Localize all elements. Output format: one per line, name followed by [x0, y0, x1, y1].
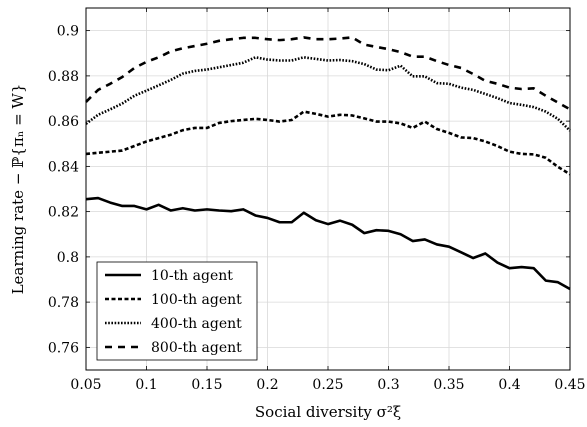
x-tick-label: 0.3	[377, 377, 399, 393]
y-tick-label: 0.8	[57, 250, 79, 266]
x-axis-label-text: Social diversity σ²ξ	[255, 403, 401, 421]
legend: 10-th agent 100-th agent 400-th agent 800-t…	[96, 261, 258, 361]
x-tick-label: 0.2	[256, 377, 278, 393]
series-line-2	[85, 110, 571, 176]
y-tick-label: 0.78	[48, 295, 79, 311]
series-line-4	[85, 36, 571, 111]
x-tick-label: 0.35	[433, 377, 464, 393]
y-axis-label-text: Learning rate − ℙ{πₙ = W}	[9, 84, 27, 295]
x-tick-label: 0.4	[498, 377, 520, 393]
series-lines	[85, 36, 571, 291]
series-line-1	[85, 196, 571, 291]
y-tick-label: 0.76	[48, 340, 79, 356]
y-tick-label: 0.82	[48, 205, 79, 221]
series-line-3	[85, 56, 571, 132]
y-tick-label: 0.88	[48, 69, 79, 85]
y-tick-label: 0.86	[48, 114, 79, 130]
legend-box	[96, 261, 258, 361]
legend-label-1: 10-th agent	[151, 268, 233, 284]
x-tick-label: 0.45	[554, 377, 585, 393]
x-tick-label: 0.15	[191, 377, 222, 393]
legend-label-4: 800-th agent	[151, 340, 242, 356]
x-tick-label: 0.05	[70, 377, 101, 393]
y-tick-label: 0.9	[57, 24, 79, 40]
x-axis-ticks: 0.05 0.1 0.15 0.2 0.25 0.3 0.35 0.4 0.45	[70, 8, 586, 393]
legend-label-2: 100-th agent	[151, 292, 242, 308]
y-axis-label: Learning rate − ℙ{πₙ = W}	[9, 84, 27, 295]
y-axis-ticks: 0.76 0.78 0.8 0.82 0.84 0.86 0.88 0.9	[48, 24, 570, 356]
legend-label-3: 400-th agent	[151, 316, 242, 332]
x-axis-label: Social diversity σ²ξ	[255, 403, 401, 421]
x-tick-label: 0.25	[312, 377, 343, 393]
y-tick-label: 0.84	[48, 159, 79, 175]
x-tick-label: 0.1	[135, 377, 157, 393]
